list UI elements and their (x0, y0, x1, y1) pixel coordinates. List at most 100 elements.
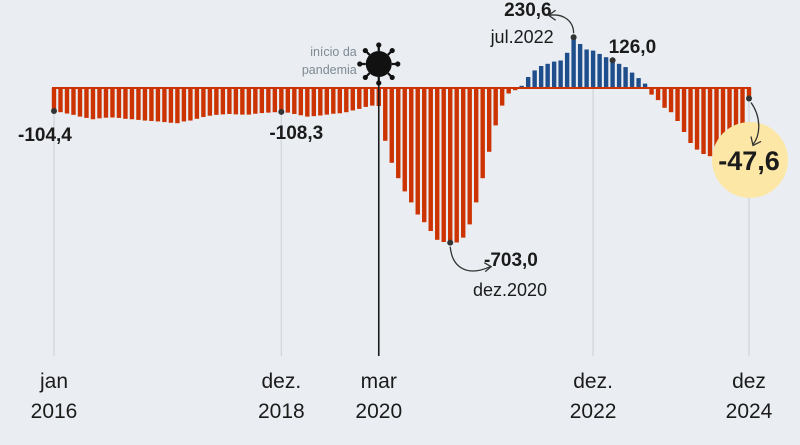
bar (733, 88, 739, 148)
bar (298, 88, 304, 116)
bar (642, 83, 648, 88)
bar (746, 88, 752, 99)
virus-spike-tip (362, 47, 368, 54)
bar (396, 88, 401, 179)
bar (175, 88, 180, 124)
bar (77, 88, 83, 117)
bar (519, 85, 524, 88)
bar (64, 88, 70, 114)
bar (473, 88, 479, 203)
x-tick-label: 2020 (355, 400, 402, 423)
bar (506, 88, 511, 94)
virus-spike-tip (389, 47, 395, 54)
annotation-dot (447, 239, 454, 246)
bar (590, 50, 596, 88)
bar (90, 88, 96, 120)
x-axis-ticks: jan 2016 dez. 2018 mar 2020 dez. 2022 dez 2024 (31, 370, 773, 423)
bar (383, 88, 388, 141)
bar (616, 63, 622, 88)
bar (103, 88, 109, 118)
bar (655, 88, 661, 101)
bar (272, 88, 278, 113)
annotation-dot (746, 95, 752, 102)
annotation-arrowhead (483, 262, 493, 273)
annotation-value: -47,6 (718, 146, 780, 176)
bar (714, 88, 719, 156)
bar (201, 88, 206, 118)
bar (207, 88, 213, 116)
bar (227, 88, 232, 114)
x-tick-label: dez (732, 370, 766, 393)
x-tick-label: 2022 (570, 400, 617, 423)
bar (292, 88, 297, 114)
bar (129, 88, 135, 120)
bar (675, 88, 680, 121)
bar (461, 88, 466, 238)
highlight-circle (712, 122, 788, 198)
bar (480, 88, 485, 179)
bar (194, 88, 200, 119)
annotation-value: 230,6 (504, 0, 552, 21)
bar (311, 88, 317, 117)
annotations: -104,4 -108,3 -703,0 dez.2020 230,6 jul.2022 1… (18, 0, 788, 300)
bar (727, 88, 732, 151)
bar (662, 88, 667, 108)
bar (350, 88, 355, 111)
bar (454, 88, 459, 243)
pandemic-marker: início da pandemia (302, 42, 401, 356)
bar (701, 88, 706, 154)
virus-body (365, 51, 392, 77)
x-tick-label: dez. (573, 370, 613, 393)
bar (305, 88, 310, 117)
bar (123, 88, 128, 119)
virus-spike-tip (357, 61, 363, 67)
annotation-arrow (549, 14, 575, 34)
bar (623, 67, 628, 88)
bar (428, 88, 433, 231)
bar (409, 88, 414, 203)
bar (246, 88, 252, 115)
bar (571, 37, 576, 88)
bar (694, 88, 700, 150)
bar (233, 88, 239, 115)
bar (331, 88, 336, 114)
bar (116, 88, 122, 118)
bar (551, 61, 557, 88)
bar (681, 88, 687, 132)
bar (545, 63, 550, 88)
bar (279, 88, 284, 112)
bar (181, 88, 187, 122)
bar (110, 88, 115, 118)
bar (610, 60, 615, 88)
bar (493, 88, 498, 126)
bar (259, 88, 265, 114)
annotation-arrow (449, 246, 491, 272)
bar (448, 88, 453, 243)
bar (71, 88, 76, 115)
x-tick-label: 2018 (258, 400, 305, 423)
bar (188, 88, 193, 121)
x-tick-label: jan (39, 370, 68, 393)
annotation-dot (570, 34, 577, 41)
bar (214, 88, 219, 115)
bar (558, 60, 563, 88)
bar (649, 88, 654, 95)
bar (688, 88, 693, 143)
bar (142, 88, 148, 121)
bar (84, 88, 89, 118)
bar (253, 88, 258, 114)
bar (58, 88, 63, 113)
annotation-arrowhead (547, 9, 557, 21)
bar (363, 88, 368, 107)
annotation-value: -108,3 (269, 123, 323, 144)
bar (51, 88, 57, 111)
bar (564, 52, 570, 88)
bar (512, 88, 518, 91)
virus-spike-tip (389, 74, 395, 81)
bar (168, 88, 174, 123)
bar (318, 88, 323, 116)
bar (707, 88, 713, 157)
virus-spike-tip (362, 74, 368, 81)
